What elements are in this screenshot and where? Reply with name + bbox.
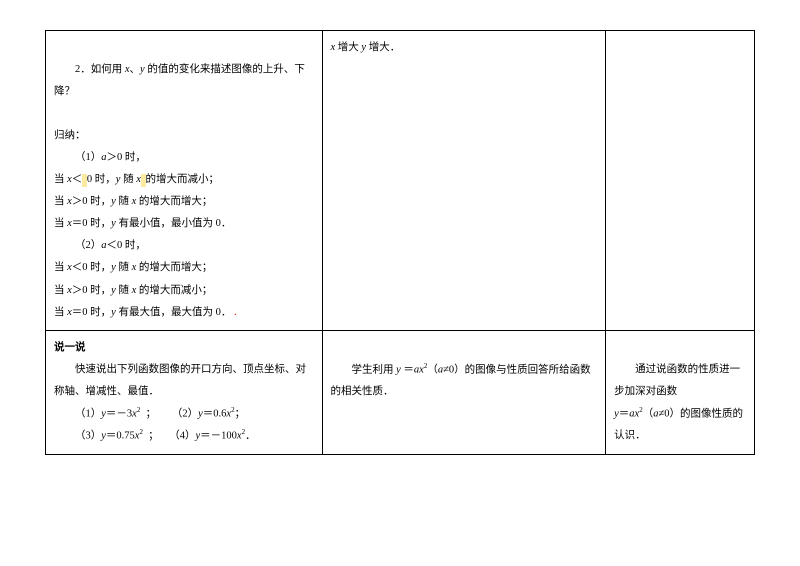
cell-r1c1: 2．如何用 x、y 的值的变化来描述图像的上升、下降？ 归纳： （1）a＞0 时… (46, 31, 323, 331)
exercises-line1: （1）y＝－3x2 ； （2）y＝0.6x2； (54, 403, 314, 426)
exercises-line2: （3）y＝0.75x2 ； （4）y＝－100x2． (54, 425, 314, 448)
cell-r2c1: 说一说 快速说出下列函数图像的开口方向、顶点坐标、对称轴、增减性、最值． （1）… (46, 330, 323, 454)
table-row: 说一说 快速说出下列函数图像的开口方向、顶点坐标、对称轴、增减性、最值． （1）… (46, 330, 755, 454)
line-2: 当 x＞0 时，y 随 x 的增大而增大； (54, 191, 314, 213)
line-5: 当 x＞0 时，y 随 x 的增大而减小； (54, 280, 314, 302)
line-3: 当 x＝0 时，y 有最小值，最小值为 0． (54, 213, 314, 235)
cell-r2c2: 学生利用 y ＝ax2（a≠0）的图像与性质回答所给函数的相关性质． (322, 330, 606, 454)
student-answer: x 增大 y 增大． (331, 37, 598, 59)
section-heading: 说一说 (54, 337, 314, 359)
cell-r1c3 (606, 31, 755, 331)
question-2: 2．如何用 x、y 的值的变化来描述图像的上升、下降？ (54, 59, 314, 103)
lesson-table: 2．如何用 x、y 的值的变化来描述图像的上升、下降？ 归纳： （1）a＞0 时… (45, 30, 755, 455)
line-6: 当 x＝0 时，y 有最大值，最大值为 0． . (54, 302, 314, 324)
table-row: 2．如何用 x、y 的值的变化来描述图像的上升、下降？ 归纳： （1）a＞0 时… (46, 31, 755, 331)
case-a-pos: （1）a＞0 时， (54, 147, 314, 169)
line-4: 当 x＜0 时，y 随 x 的增大而增大； (54, 257, 314, 279)
line-1: 当 x＜ 0 时，y 随 x 的增大而减小； (54, 169, 314, 191)
cell-r1c2: x 增大 y 增大． (322, 31, 606, 331)
summary-heading: 归纳： (54, 125, 314, 147)
purpose-text: 通过说函数的性质进一步加深对函数 y＝ax2（a≠0）的图像性质的认识． (614, 359, 746, 448)
prompt-text: 快速说出下列函数图像的开口方向、顶点坐标、对称轴、增减性、最值． (54, 359, 314, 403)
student-activity: 学生利用 y ＝ax2（a≠0）的图像与性质回答所给函数的相关性质． (331, 359, 598, 404)
case-a-neg: （2）a＜0 时， (54, 235, 314, 257)
cell-r2c3: 通过说函数的性质进一步加深对函数 y＝ax2（a≠0）的图像性质的认识． (606, 330, 755, 454)
